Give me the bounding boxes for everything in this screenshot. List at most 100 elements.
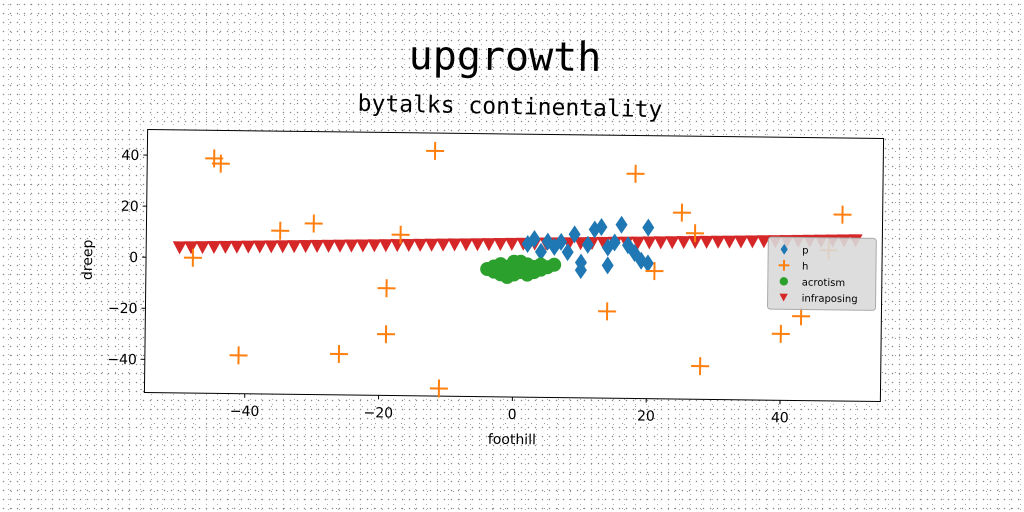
data-point-diamond: [561, 243, 574, 262]
data-point-plus: [391, 225, 410, 244]
data-point-diamond: [621, 236, 634, 255]
y-tick-label: −40: [107, 352, 137, 368]
data-point-triangle-down: [447, 238, 462, 252]
legend-label: infraposing: [802, 294, 858, 306]
data-point-triangle-down: [711, 235, 726, 249]
data-point-circle: [547, 257, 562, 272]
data-point-plus: [598, 302, 617, 321]
data-point-plus: [429, 379, 448, 398]
data-point-triangle-down: [745, 235, 760, 249]
data-point-plus: [645, 262, 664, 281]
data-point-triangle-down: [184, 241, 199, 255]
data-point-plus: [377, 325, 396, 344]
data-point-diamond: [615, 215, 628, 234]
y-tick-label: −20: [108, 301, 138, 317]
x-tick-label: 40: [771, 410, 789, 426]
data-point-diamond: [568, 225, 581, 244]
legend-label: p: [802, 246, 808, 257]
y-axis-label: dreep: [80, 239, 96, 280]
data-point-plus: [229, 346, 248, 365]
data-point-triangle-down: [699, 235, 714, 249]
data-point-diamond: [534, 242, 547, 261]
data-point-triangle-down: [573, 237, 588, 251]
data-point-triangle-down: [333, 239, 348, 253]
data-point-triangle-down: [172, 241, 187, 255]
legend-marker-triangle-down: [779, 293, 788, 302]
data-point-plus: [304, 214, 323, 233]
data-point-diamond: [601, 256, 614, 275]
data-point-plus: [686, 224, 705, 243]
legend-marker-diamond: [780, 243, 788, 255]
data-point-triangle-down: [241, 240, 256, 254]
data-point-diamond: [642, 218, 655, 237]
data-point-triangle-down: [653, 236, 668, 250]
data-point-plus: [771, 324, 790, 343]
data-point-plus: [183, 248, 202, 267]
data-point-diamond: [541, 232, 554, 251]
data-point-triangle-down: [504, 237, 519, 251]
series-h: [183, 141, 852, 398]
data-point-plus: [792, 307, 811, 326]
legend-marker-plus: [778, 259, 790, 271]
data-point-triangle-down: [310, 239, 325, 253]
data-point-diamond: [528, 229, 541, 248]
data-point-triangle-down: [493, 237, 508, 252]
data-point-triangle-down: [275, 240, 290, 254]
data-point-triangle-down: [722, 235, 737, 249]
data-point-plus: [626, 164, 645, 183]
data-point-diamond: [641, 254, 654, 273]
legend-marker-circle: [779, 277, 789, 286]
data-point-diamond: [555, 232, 568, 251]
data-point-triangle-down: [665, 236, 680, 250]
data-point-triangle-down: [459, 238, 474, 252]
data-point-triangle-down: [344, 239, 359, 253]
data-point-circle: [513, 254, 528, 269]
data-point-plus: [833, 205, 852, 224]
data-point-triangle-down: [482, 238, 497, 252]
data-point-circle: [493, 257, 508, 272]
legend-label: acrotism: [802, 278, 845, 290]
data-point-triangle-down: [378, 239, 393, 253]
data-point-triangle-down: [218, 240, 233, 254]
data-point-triangle-down: [470, 238, 485, 252]
x-tick-label: −20: [363, 405, 393, 421]
x-tick-label: 20: [637, 409, 655, 425]
data-point-triangle-down: [207, 240, 222, 255]
x-axis-label: foothill: [488, 432, 536, 449]
legend-label: h: [802, 262, 808, 273]
data-point-triangle-down: [630, 236, 645, 250]
y-tick-label: 40: [121, 148, 139, 164]
data-point-triangle-down: [252, 240, 267, 254]
y-tick-label: 0: [129, 250, 138, 266]
data-point-diamond: [595, 218, 608, 237]
data-point-triangle-down: [367, 239, 382, 253]
x-tick-label: −40: [230, 404, 260, 420]
data-point-diamond: [581, 235, 594, 254]
data-point-triangle-down: [676, 236, 691, 250]
data-point-circle: [500, 269, 515, 284]
data-point-plus: [211, 154, 230, 173]
data-point-triangle-down: [195, 241, 210, 255]
data-point-triangle-down: [287, 240, 302, 254]
data-point-circle: [520, 267, 535, 282]
data-point-plus: [672, 203, 691, 222]
data-point-triangle-down: [401, 238, 416, 252]
data-point-triangle-down: [356, 239, 371, 253]
data-point-triangle-down: [229, 240, 244, 254]
data-point-plus: [329, 345, 348, 364]
data-point-diamond: [574, 261, 587, 280]
data-point-triangle-down: [642, 236, 657, 250]
data-point-plus: [377, 279, 396, 298]
data-point-triangle-down: [436, 238, 451, 252]
y-tick-label: 20: [121, 199, 139, 215]
data-point-triangle-down: [321, 239, 336, 253]
legend-box: [767, 236, 877, 311]
data-point-triangle-down: [413, 238, 428, 252]
data-point-diamond: [628, 243, 641, 262]
data-point-plus: [426, 141, 445, 160]
series-acrotism: [480, 254, 562, 284]
series-p: [521, 215, 655, 280]
data-point-triangle-down: [298, 239, 313, 254]
data-point-plus: [691, 357, 710, 376]
